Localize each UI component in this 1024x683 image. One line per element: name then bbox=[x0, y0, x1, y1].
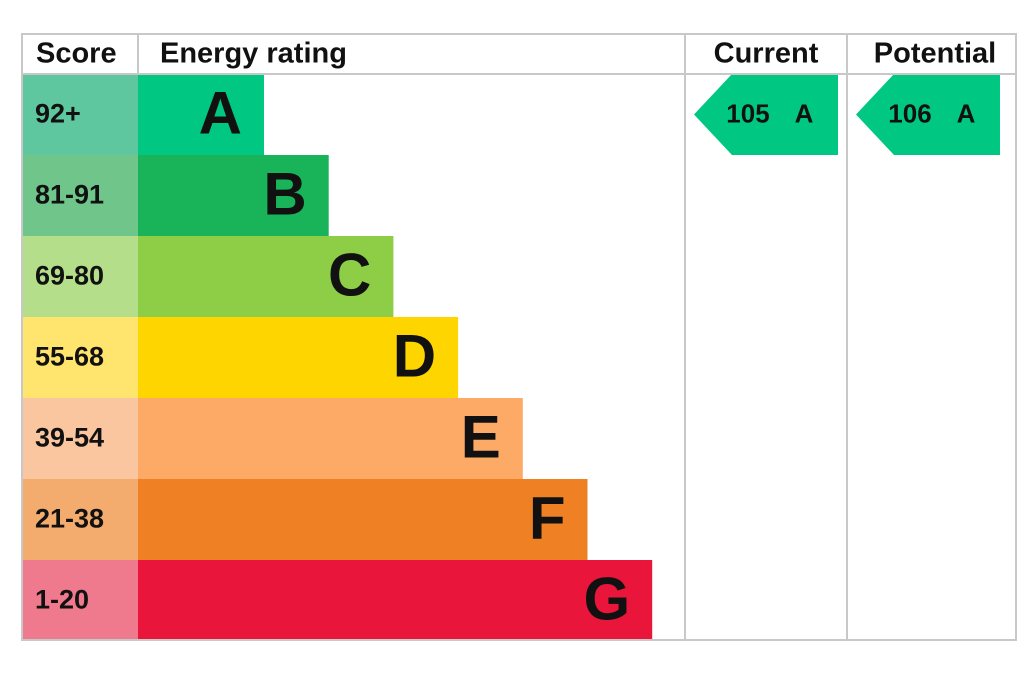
potential-score: 106 bbox=[888, 98, 931, 128]
band-bar bbox=[138, 398, 523, 479]
score-cell bbox=[22, 398, 138, 479]
score-range: 69-80 bbox=[35, 261, 104, 291]
band-letter: G bbox=[584, 565, 631, 632]
header-potential: Potential bbox=[874, 38, 996, 70]
score-range: 81-91 bbox=[35, 180, 104, 210]
potential-band: A bbox=[957, 98, 976, 128]
score-range: 92+ bbox=[35, 99, 81, 129]
current-band: A bbox=[795, 98, 814, 128]
score-range: 39-54 bbox=[35, 423, 104, 453]
score-cell bbox=[22, 560, 138, 641]
band-letter: F bbox=[529, 484, 566, 551]
header-current: Current bbox=[714, 38, 819, 70]
band-bar bbox=[138, 479, 588, 560]
current-score: 105 bbox=[726, 98, 769, 128]
header-rating: Energy rating bbox=[160, 38, 347, 70]
band-letter: C bbox=[328, 241, 371, 308]
band-letter: B bbox=[263, 160, 306, 227]
score-cell bbox=[22, 236, 138, 317]
score-cell bbox=[22, 317, 138, 398]
score-cell bbox=[22, 479, 138, 560]
current-arrow bbox=[694, 74, 838, 155]
band-letter: E bbox=[461, 403, 501, 470]
band-bar bbox=[138, 317, 459, 398]
band-bar bbox=[138, 74, 264, 155]
score-cell bbox=[22, 155, 138, 236]
band-letter: A bbox=[199, 79, 242, 146]
band-letter: D bbox=[393, 322, 436, 389]
score-range: 55-68 bbox=[35, 342, 104, 372]
score-cell bbox=[22, 74, 138, 155]
table-border bbox=[21, 33, 1017, 641]
header-score: Score bbox=[36, 38, 117, 70]
band-bar bbox=[138, 560, 653, 641]
table-lines bbox=[21, 33, 1017, 641]
band-bar bbox=[138, 236, 394, 317]
potential-arrow bbox=[856, 74, 1000, 155]
score-range: 21-38 bbox=[35, 504, 104, 534]
band-bar bbox=[138, 155, 329, 236]
score-range: 1-20 bbox=[35, 585, 89, 615]
